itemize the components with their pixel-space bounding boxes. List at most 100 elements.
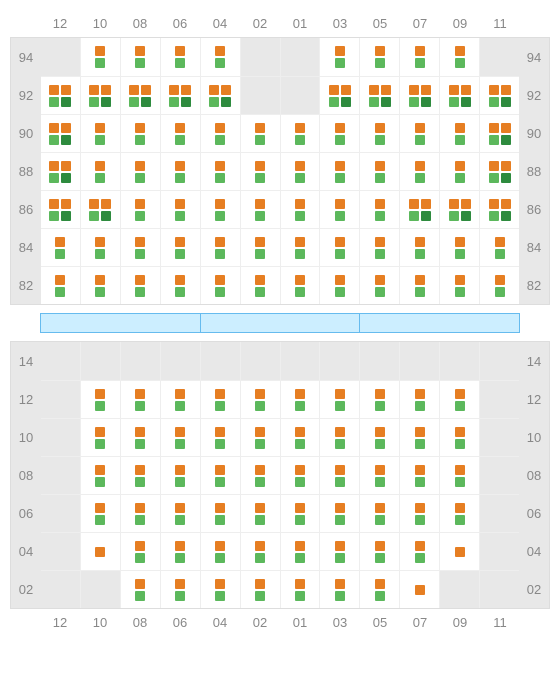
seat-marker[interactable]: [335, 439, 345, 449]
seat-marker[interactable]: [49, 199, 59, 209]
seat-marker[interactable]: [215, 58, 225, 68]
seat-marker[interactable]: [255, 515, 265, 525]
seat-marker[interactable]: [181, 97, 191, 107]
seat-marker[interactable]: [215, 211, 225, 221]
seat-marker[interactable]: [455, 547, 465, 557]
seat-marker[interactable]: [221, 97, 231, 107]
seat-marker[interactable]: [375, 46, 385, 56]
seat-marker[interactable]: [215, 541, 225, 551]
seat-cell[interactable]: [200, 380, 240, 418]
seat-cell[interactable]: [319, 532, 359, 570]
seat-marker[interactable]: [409, 199, 419, 209]
seat-marker[interactable]: [415, 287, 425, 297]
seat-marker[interactable]: [95, 547, 105, 557]
seat-marker[interactable]: [169, 97, 179, 107]
seat-marker[interactable]: [55, 237, 65, 247]
seat-marker[interactable]: [95, 401, 105, 411]
seat-cell[interactable]: [200, 114, 240, 152]
seat-marker[interactable]: [455, 439, 465, 449]
seat-marker[interactable]: [169, 85, 179, 95]
seat-marker[interactable]: [335, 541, 345, 551]
seat-marker[interactable]: [415, 465, 425, 475]
seat-marker[interactable]: [175, 401, 185, 411]
seat-marker[interactable]: [461, 85, 471, 95]
seat-marker[interactable]: [495, 287, 505, 297]
seat-marker[interactable]: [181, 85, 191, 95]
seat-marker[interactable]: [415, 439, 425, 449]
seat-cell[interactable]: [41, 228, 80, 266]
seat-marker[interactable]: [255, 389, 265, 399]
seat-marker[interactable]: [215, 401, 225, 411]
seat-marker[interactable]: [141, 97, 151, 107]
seat-cell[interactable]: [160, 190, 200, 228]
seat-marker[interactable]: [335, 123, 345, 133]
seat-marker[interactable]: [421, 199, 431, 209]
seat-marker[interactable]: [135, 541, 145, 551]
seat-cell[interactable]: [200, 228, 240, 266]
seat-marker[interactable]: [215, 503, 225, 513]
seat-cell[interactable]: [240, 494, 280, 532]
seat-marker[interactable]: [95, 515, 105, 525]
seat-marker[interactable]: [335, 515, 345, 525]
seat-cell[interactable]: [160, 152, 200, 190]
seat-cell[interactable]: [399, 418, 439, 456]
seat-marker[interactable]: [449, 97, 459, 107]
seat-cell[interactable]: [80, 532, 120, 570]
seat-marker[interactable]: [175, 135, 185, 145]
seat-marker[interactable]: [215, 439, 225, 449]
seat-marker[interactable]: [95, 439, 105, 449]
seat-marker[interactable]: [95, 275, 105, 285]
seat-marker[interactable]: [489, 211, 499, 221]
seat-cell[interactable]: [120, 266, 160, 304]
seat-marker[interactable]: [415, 161, 425, 171]
seat-cell[interactable]: [280, 266, 320, 304]
seat-marker[interactable]: [215, 591, 225, 601]
seat-cell[interactable]: [80, 266, 120, 304]
seat-cell[interactable]: [479, 114, 519, 152]
seat-marker[interactable]: [501, 85, 511, 95]
seat-marker[interactable]: [175, 477, 185, 487]
seat-marker[interactable]: [489, 173, 499, 183]
seat-marker[interactable]: [135, 237, 145, 247]
seat-cell[interactable]: [399, 266, 439, 304]
seat-marker[interactable]: [175, 173, 185, 183]
seat-cell[interactable]: [240, 190, 280, 228]
seat-marker[interactable]: [215, 579, 225, 589]
seat-cell[interactable]: [439, 190, 479, 228]
seat-marker[interactable]: [381, 97, 391, 107]
seat-marker[interactable]: [375, 477, 385, 487]
seat-marker[interactable]: [455, 46, 465, 56]
seat-marker[interactable]: [49, 123, 59, 133]
seat-marker[interactable]: [175, 591, 185, 601]
seat-marker[interactable]: [255, 477, 265, 487]
seat-cell[interactable]: [319, 228, 359, 266]
seat-cell[interactable]: [359, 114, 399, 152]
seat-marker[interactable]: [175, 515, 185, 525]
seat-marker[interactable]: [375, 211, 385, 221]
seat-marker[interactable]: [415, 249, 425, 259]
seat-marker[interactable]: [129, 85, 139, 95]
seat-marker[interactable]: [335, 58, 345, 68]
seat-marker[interactable]: [175, 287, 185, 297]
seat-marker[interactable]: [295, 579, 305, 589]
seat-marker[interactable]: [295, 439, 305, 449]
seat-cell[interactable]: [41, 76, 80, 114]
seat-cell[interactable]: [120, 456, 160, 494]
seat-marker[interactable]: [409, 97, 419, 107]
seat-cell[interactable]: [439, 152, 479, 190]
seat-cell[interactable]: [359, 494, 399, 532]
seat-marker[interactable]: [335, 401, 345, 411]
seat-cell[interactable]: [120, 76, 160, 114]
seat-cell[interactable]: [160, 114, 200, 152]
seat-marker[interactable]: [295, 591, 305, 601]
seat-marker[interactable]: [55, 249, 65, 259]
seat-marker[interactable]: [61, 135, 71, 145]
seat-marker[interactable]: [175, 161, 185, 171]
seat-marker[interactable]: [215, 135, 225, 145]
seat-marker[interactable]: [89, 211, 99, 221]
seat-marker[interactable]: [335, 427, 345, 437]
seat-marker[interactable]: [135, 123, 145, 133]
seat-cell[interactable]: [41, 190, 80, 228]
seat-marker[interactable]: [49, 173, 59, 183]
seat-cell[interactable]: [280, 228, 320, 266]
